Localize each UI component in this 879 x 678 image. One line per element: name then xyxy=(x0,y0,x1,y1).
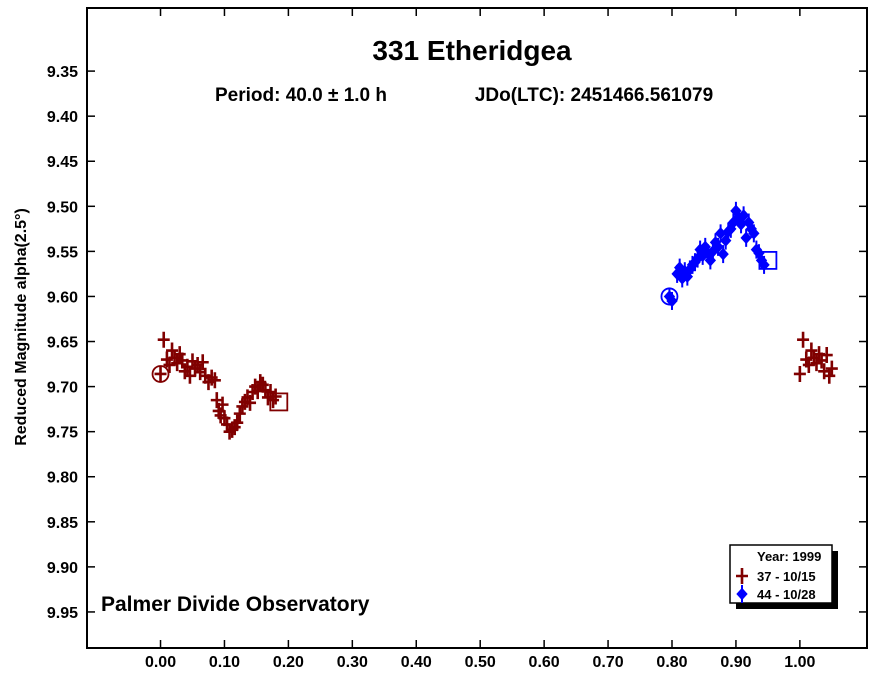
y-axis-label: Reduced Magnitude alpha(2.5°) xyxy=(13,208,30,446)
x-tick-label: 0.60 xyxy=(529,654,560,671)
y-tick-label: 9.50 xyxy=(47,199,78,216)
x-tick-label: 0.90 xyxy=(720,654,751,671)
series-plus xyxy=(154,331,838,440)
start-circle-marker xyxy=(151,365,170,383)
x-tick-label: 0.70 xyxy=(592,654,623,671)
x-tick-label: 0.20 xyxy=(273,654,304,671)
end-square-marker xyxy=(758,250,778,270)
data-point-plus xyxy=(231,414,244,431)
legend-entry-1: 37 - 10/15 xyxy=(757,569,816,584)
x-axis: 0.00 0.10 0.20 0.30 0.40 0.50 0.60 0.70 0.80 0.90… xyxy=(145,8,816,671)
data-point-plus xyxy=(216,396,229,413)
x-tick-label: 0.00 xyxy=(145,654,176,671)
y-tick-label: 9.40 xyxy=(47,109,78,126)
y-tick-label: 9.65 xyxy=(47,335,78,352)
data-point-plus xyxy=(208,372,221,389)
legend-title: Year: 1999 xyxy=(757,549,821,564)
legend-marker-diamond xyxy=(736,585,748,603)
data-point-plus xyxy=(825,360,838,377)
x-tick-label: 0.80 xyxy=(656,654,687,671)
data-point-diamond xyxy=(737,206,750,225)
end-square-marker xyxy=(269,392,289,412)
y-tick-label: 9.95 xyxy=(47,605,78,622)
series-diamond xyxy=(663,201,770,310)
data-series xyxy=(151,201,838,440)
data-point-diamond xyxy=(748,224,760,243)
legend: Year: 1999 37 - 10/15 44 - 10/28 xyxy=(729,544,838,609)
chart-subtitle-epoch: JDo(LTC): 2451466.561079 xyxy=(475,85,713,106)
legend-plus-symbol xyxy=(736,568,748,584)
data-point-diamond xyxy=(758,255,770,274)
chart-subtitle-period: Period: 40.0 ± 1.0 h xyxy=(215,85,387,106)
y-tick-label: 9.70 xyxy=(47,380,78,397)
data-point-plus xyxy=(823,367,836,384)
data-point-diamond xyxy=(673,258,686,277)
data-point-plus xyxy=(267,392,280,409)
x-tick-label: 0.30 xyxy=(337,654,368,671)
y-tick-label: 9.45 xyxy=(47,154,78,171)
legend-entry-2: 44 - 10/28 xyxy=(757,587,816,602)
y-tick-label: 9.75 xyxy=(47,425,78,442)
legend-marker-plus xyxy=(736,568,748,584)
data-point-plus xyxy=(269,388,282,405)
y-tick-label: 9.90 xyxy=(47,560,78,577)
chart-title: 331 Etheridgea xyxy=(372,35,572,66)
data-point-plus xyxy=(797,331,810,348)
y-tick-label: 9.85 xyxy=(47,515,78,532)
data-point-diamond xyxy=(717,245,729,264)
x-tick-label: 0.50 xyxy=(465,654,496,671)
x-tick-label: 0.40 xyxy=(401,654,432,671)
data-point-plus xyxy=(805,342,818,359)
observatory-credit: Palmer Divide Observatory xyxy=(101,593,370,616)
data-point-plus xyxy=(166,342,179,359)
data-point-plus xyxy=(820,347,833,364)
data-point-diamond xyxy=(740,228,752,247)
x-tick-label: 1.00 xyxy=(784,654,815,671)
data-point-diamond xyxy=(666,291,678,310)
x-tick-label: 0.10 xyxy=(209,654,240,671)
data-point-plus xyxy=(233,405,246,422)
y-tick-label: 9.35 xyxy=(47,64,78,81)
y-tick-label: 9.55 xyxy=(47,244,78,261)
data-point-plus xyxy=(254,374,267,391)
data-point-plus xyxy=(196,354,209,371)
y-tick-label: 9.60 xyxy=(47,289,78,306)
data-point-diamond xyxy=(712,237,724,256)
data-point-plus xyxy=(154,365,167,382)
data-point-plus xyxy=(244,394,257,411)
data-point-plus xyxy=(157,331,170,348)
legend-diamond-symbol xyxy=(736,585,748,603)
plot-frame xyxy=(86,7,868,649)
data-point-plus xyxy=(793,365,806,382)
start-circle-marker xyxy=(660,287,679,306)
y-axis: 9.35 9.40 9.45 9.50 9.55 9.60 9.65 9.70 9.75 9.80… xyxy=(47,64,867,622)
y-tick-label: 9.80 xyxy=(47,470,78,487)
